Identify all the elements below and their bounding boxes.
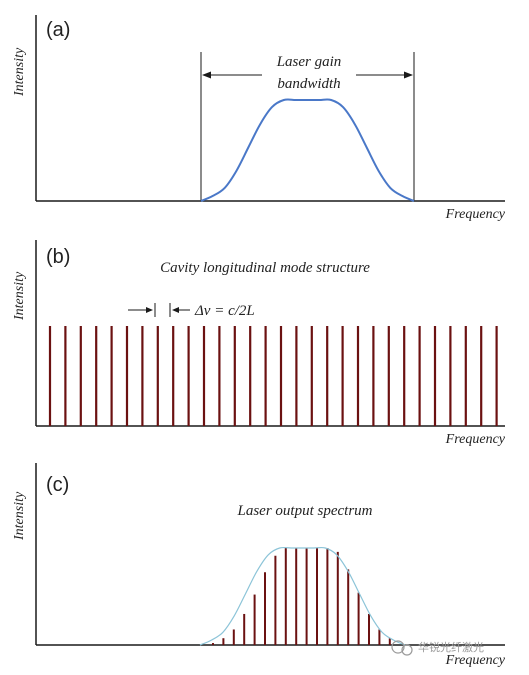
mode-lines-c (212, 548, 391, 645)
gain-curve (200, 98, 415, 202)
wechat-icon-bubble (401, 644, 413, 656)
panel-a-label: (a) (46, 19, 70, 41)
watermark: 华锐光纤激光 (391, 640, 484, 656)
panel-b-caption: Cavity longitudinal mode structure (160, 260, 370, 276)
panel-c-label: (c) (46, 474, 69, 496)
spacing-label: Δν = c/2L (194, 303, 255, 319)
bandwidth-arrowhead-left (202, 71, 211, 79)
panel-b-label: (b) (46, 246, 70, 268)
panel-c: (c) Intensity Frequency Laser output spe… (12, 463, 506, 668)
gain-annotation-line2: bandwidth (277, 76, 340, 92)
panel-c-caption: Laser output spectrum (237, 503, 373, 519)
mode-lines-b (48, 326, 498, 426)
output-envelope-curve (199, 546, 406, 646)
gain-annotation-line1: Laser gain (276, 54, 342, 70)
panel-b-ylabel: Intensity (12, 271, 27, 321)
panel-a-ylabel: Intensity (12, 47, 27, 97)
spacing-arrowhead-left (146, 307, 153, 313)
panel-b-xlabel: Frequency (445, 432, 506, 447)
spacing-arrowhead-right (172, 307, 179, 313)
panel-c-ylabel: Intensity (12, 491, 27, 541)
bandwidth-arrowhead-right (404, 71, 413, 79)
wechat-icon (391, 640, 405, 654)
panel-a: (a) Intensity Frequency Laser gain bandw… (12, 15, 506, 222)
watermark-text: 华锐光纤激光 (418, 640, 484, 654)
panel-c-xlabel: Frequency (445, 653, 506, 668)
panel-a-xlabel: Frequency (445, 207, 506, 222)
panel-b: (b) Intensity Frequency Cavity longitudi… (12, 240, 506, 447)
